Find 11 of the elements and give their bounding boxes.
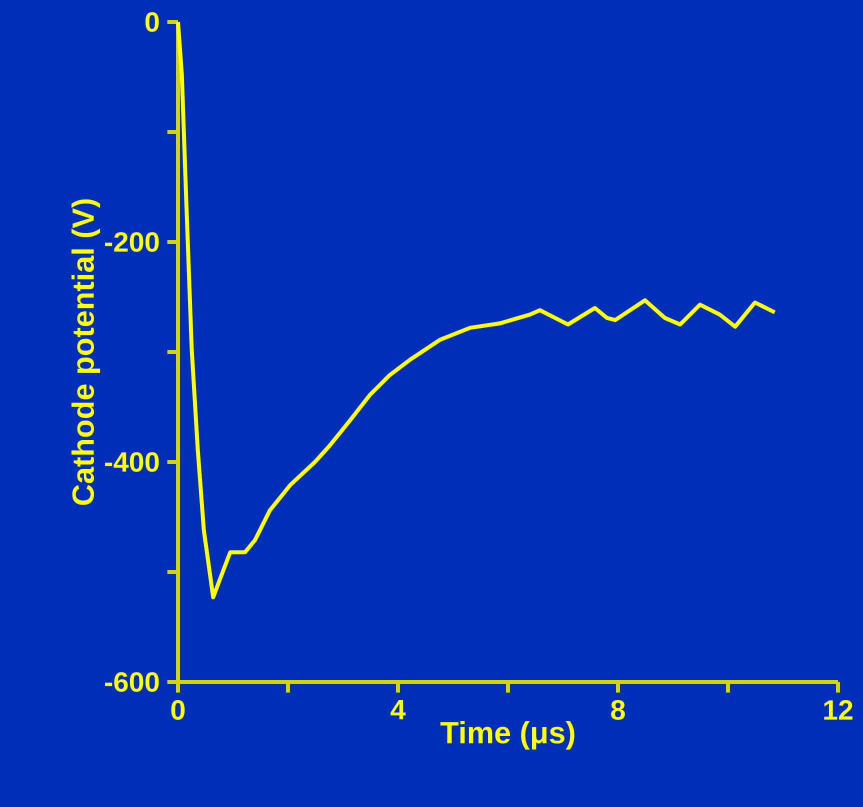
x-tick-label: 8 [611, 700, 625, 720]
y-tick-label: -200 [105, 232, 159, 252]
x-tick-label: 0 [171, 700, 185, 720]
x-axis-title: Time (μs) [440, 721, 574, 750]
y-axis-title: Cathode potential (V) [72, 199, 100, 505]
x-tick-label: 12 [824, 700, 852, 720]
y-tick-label: 0 [145, 12, 159, 32]
x-tick-label: 4 [390, 700, 406, 720]
y-tick-label: -400 [105, 452, 159, 472]
line-series [176, 20, 777, 600]
y-tick-label: -600 [105, 672, 159, 692]
